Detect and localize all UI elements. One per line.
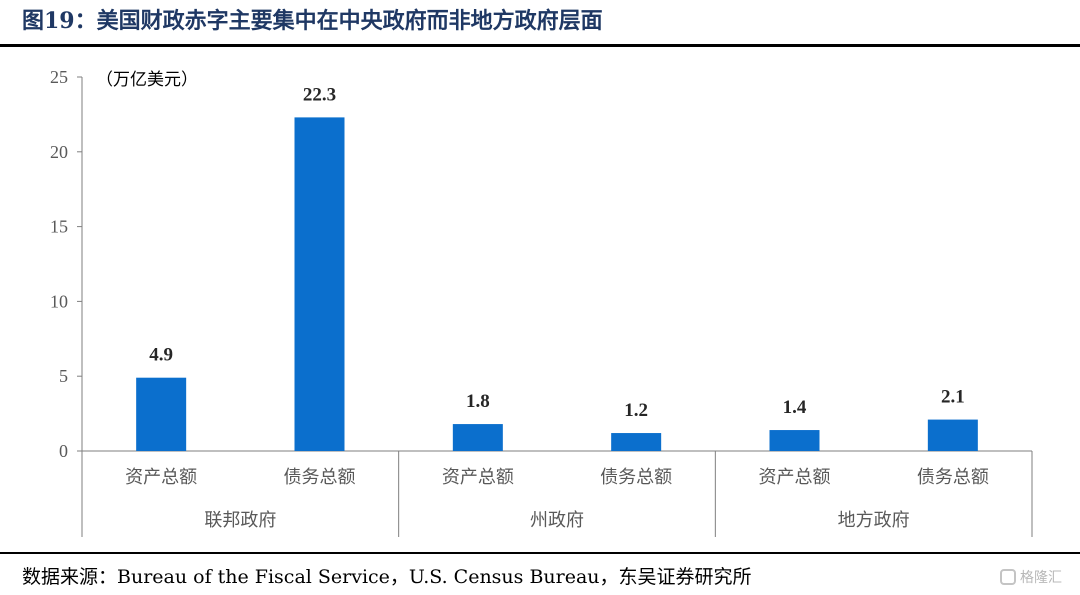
bar <box>611 433 662 451</box>
title-divider <box>0 44 1080 47</box>
category-label: 债务总额 <box>917 467 989 487</box>
data-source-note: 数据来源：Bureau of the Fiscal Service，U.S. C… <box>22 566 752 588</box>
y-tick-label: 5 <box>59 366 68 386</box>
bar-value-label: 1.2 <box>624 400 648 421</box>
bar-value-label: 4.9 <box>149 345 173 366</box>
y-tick-label: 0 <box>59 441 68 461</box>
category-label: 债务总额 <box>284 467 356 487</box>
group-label: 地方政府 <box>838 510 910 530</box>
bar <box>452 424 503 451</box>
bar <box>136 377 187 451</box>
source-divider <box>0 552 1080 554</box>
category-label: 债务总额 <box>600 467 672 487</box>
bar <box>769 430 820 451</box>
bar-value-label: 1.8 <box>466 391 490 412</box>
figure-title: 图19：美国财政赤字主要集中在中央政府而非地方政府层面 <box>22 8 603 34</box>
y-tick-label: 20 <box>50 142 68 162</box>
bar-value-label: 2.1 <box>941 387 965 408</box>
bar <box>294 117 345 451</box>
watermark-text: 格隆汇 <box>1020 570 1062 586</box>
watermark-logo-icon <box>1000 569 1016 585</box>
category-label: 资产总额 <box>442 467 514 487</box>
y-tick-label: 15 <box>50 217 68 237</box>
bar <box>927 419 978 451</box>
watermark: 格隆汇 <box>1000 566 1062 588</box>
y-unit-label: （万亿美元） <box>96 70 198 89</box>
category-label: 资产总额 <box>759 467 831 487</box>
y-tick-label: 25 <box>50 67 68 87</box>
group-label: 联邦政府 <box>204 510 276 530</box>
group-label: 州政府 <box>530 510 584 530</box>
bar-value-label: 22.3 <box>303 84 336 105</box>
bar-value-label: 1.4 <box>783 397 807 418</box>
category-label: 资产总额 <box>125 467 197 487</box>
y-tick-label: 10 <box>50 291 68 311</box>
